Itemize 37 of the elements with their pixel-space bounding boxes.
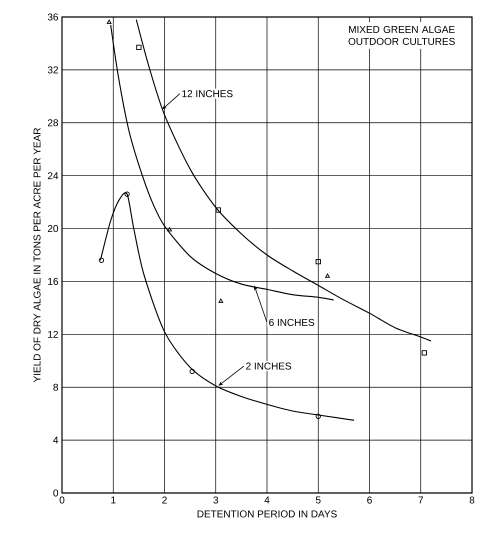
x-tick-label: 0 — [60, 496, 64, 504]
point — [325, 274, 330, 278]
y-tick-label: 16 — [48, 278, 58, 285]
point — [190, 368, 195, 374]
y-tick-label: 20 — [48, 225, 58, 232]
x-tick-label: 3 — [213, 496, 218, 504]
annotation: 2 INCHES — [246, 362, 292, 370]
point — [316, 258, 321, 264]
y-tick-label: 0 — [53, 489, 58, 497]
y-tick-label: 4 — [53, 436, 58, 444]
point — [167, 227, 172, 232]
text: MIXED GREEN ALGAE OUTDOOR CULTURES — [348, 26, 455, 45]
y-tick-label: 24 — [48, 172, 58, 180]
y-tick-label: 28 — [48, 119, 58, 126]
point — [316, 414, 321, 419]
y-tick-label: 8 — [53, 384, 58, 391]
x-axis-title: DETENTION PERIOD IN DAYS — [198, 510, 337, 518]
x-tick-label: 7 — [418, 496, 424, 504]
point — [422, 350, 427, 356]
x-tick-label: 1 — [111, 496, 116, 504]
point — [98, 258, 104, 263]
point — [136, 44, 142, 50]
annotation: 12 INCHES — [182, 90, 233, 98]
y-tick-label: 12 — [48, 330, 58, 338]
x-tick-label: 8 — [470, 496, 474, 504]
point — [218, 298, 224, 303]
y-tick-label: 32 — [48, 66, 58, 74]
point — [124, 192, 130, 197]
x-tick-label: 4 — [264, 496, 270, 504]
point — [106, 20, 112, 24]
x-tick-label: 5 — [316, 496, 321, 504]
x-tick-label: 6 — [367, 496, 372, 504]
y-axis-title: YIELD OF DRY ALGAE IN TONS PER ACRE PER YEAR — [34, 128, 41, 382]
point — [216, 207, 221, 213]
x-tick-label: 2 — [162, 496, 167, 504]
annotation: 6 INCHES — [269, 318, 314, 326]
y-tick-label: 36 — [48, 13, 58, 21]
